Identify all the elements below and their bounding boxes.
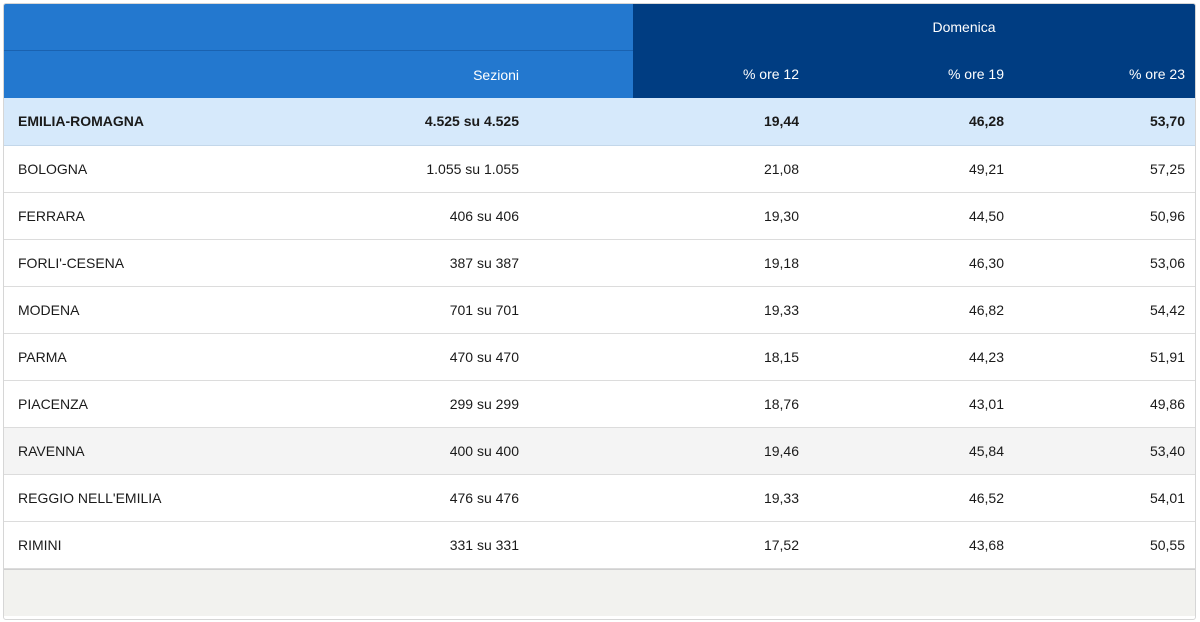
row-ore-23: 50,96 — [1013, 192, 1195, 240]
row-ore-12: 21,08 — [633, 145, 808, 193]
row-ore-19: 44,23 — [808, 333, 1013, 381]
row-name[interactable]: RAVENNA — [4, 427, 247, 475]
row-ore-23: 49,86 — [1013, 380, 1195, 428]
row-ore-12: 19,30 — [633, 192, 808, 240]
row-ore-19: 43,01 — [808, 380, 1013, 428]
column-header-ore-12: % ore 12 — [633, 50, 808, 98]
row-name[interactable]: PARMA — [4, 333, 247, 381]
row-ore-23: 54,42 — [1013, 286, 1195, 334]
column-header-ore-19: % ore 19 — [808, 50, 1013, 98]
column-header-sezioni: Sezioni — [247, 50, 633, 98]
row-sezioni: 1.055 su 1.055 — [247, 145, 633, 193]
row-sezioni: 331 su 331 — [247, 521, 633, 569]
row-ore-19: 43,68 — [808, 521, 1013, 569]
row-name[interactable]: BOLOGNA — [4, 145, 247, 193]
row-name[interactable]: RIMINI — [4, 521, 247, 569]
turnout-table-panel: Domenica Sezioni % ore 12 % ore 19 % ore… — [3, 3, 1196, 620]
row-ore-12: 18,15 — [633, 333, 808, 381]
row-sezioni: 400 su 400 — [247, 427, 633, 475]
column-group-domenica: Domenica — [633, 4, 1195, 51]
row-sezioni: 299 su 299 — [247, 380, 633, 428]
row-ore-19: 46,28 — [808, 98, 1013, 146]
turnout-table: Domenica Sezioni % ore 12 % ore 19 % ore… — [4, 4, 1195, 569]
table-row[interactable]: RIMINI 331 su 331 17,52 43,68 50,55 — [4, 521, 1195, 569]
row-ore-12: 19,46 — [633, 427, 808, 475]
table-row[interactable]: FERRARA 406 su 406 19,30 44,50 50,96 — [4, 192, 1195, 240]
table-row-hovered[interactable]: RAVENNA 400 su 400 19,46 45,84 53,40 — [4, 427, 1195, 475]
row-ore-12: 19,44 — [633, 98, 808, 146]
row-name[interactable]: REGGIO NELL'EMILIA — [4, 474, 247, 522]
header-spacer — [4, 4, 633, 51]
row-ore-12: 19,18 — [633, 239, 808, 287]
table-footer — [4, 568, 1195, 616]
row-sezioni: 4.525 su 4.525 — [247, 98, 633, 146]
header-name-cell — [4, 50, 247, 98]
row-ore-23: 53,06 — [1013, 239, 1195, 287]
row-ore-23: 54,01 — [1013, 474, 1195, 522]
row-name[interactable]: FERRARA — [4, 192, 247, 240]
row-ore-19: 44,50 — [808, 192, 1013, 240]
table-header: Domenica Sezioni % ore 12 % ore 19 % ore… — [4, 4, 1195, 98]
row-name[interactable]: FORLI'-CESENA — [4, 239, 247, 287]
row-ore-19: 46,82 — [808, 286, 1013, 334]
row-ore-23: 51,91 — [1013, 333, 1195, 381]
table-row[interactable]: BOLOGNA 1.055 su 1.055 21,08 49,21 57,25 — [4, 145, 1195, 193]
table-row-region-total[interactable]: EMILIA-ROMAGNA 4.525 su 4.525 19,44 46,2… — [4, 98, 1195, 146]
row-ore-23: 53,40 — [1013, 427, 1195, 475]
row-ore-19: 45,84 — [808, 427, 1013, 475]
table-row[interactable]: PIACENZA 299 su 299 18,76 43,01 49,86 — [4, 380, 1195, 428]
table-row[interactable]: MODENA 701 su 701 19,33 46,82 54,42 — [4, 286, 1195, 334]
row-ore-19: 46,52 — [808, 474, 1013, 522]
row-name[interactable]: MODENA — [4, 286, 247, 334]
row-ore-23: 57,25 — [1013, 145, 1195, 193]
row-sezioni: 476 su 476 — [247, 474, 633, 522]
column-header-ore-23: % ore 23 — [1013, 50, 1195, 98]
row-sezioni: 406 su 406 — [247, 192, 633, 240]
row-ore-19: 46,30 — [808, 239, 1013, 287]
table-row[interactable]: REGGIO NELL'EMILIA 476 su 476 19,33 46,5… — [4, 474, 1195, 522]
row-sezioni: 470 su 470 — [247, 333, 633, 381]
row-ore-12: 18,76 — [633, 380, 808, 428]
table-body: EMILIA-ROMAGNA 4.525 su 4.525 19,44 46,2… — [4, 98, 1195, 569]
row-name[interactable]: EMILIA-ROMAGNA — [4, 98, 247, 146]
row-ore-12: 19,33 — [633, 286, 808, 334]
row-ore-12: 19,33 — [633, 474, 808, 522]
row-sezioni: 387 su 387 — [247, 239, 633, 287]
row-ore-12: 17,52 — [633, 521, 808, 569]
table-row[interactable]: FORLI'-CESENA 387 su 387 19,18 46,30 53,… — [4, 239, 1195, 287]
row-sezioni: 701 su 701 — [247, 286, 633, 334]
row-ore-23: 53,70 — [1013, 98, 1195, 146]
row-ore-19: 49,21 — [808, 145, 1013, 193]
row-ore-23: 50,55 — [1013, 521, 1195, 569]
row-name[interactable]: PIACENZA — [4, 380, 247, 428]
table-row[interactable]: PARMA 470 su 470 18,15 44,23 51,91 — [4, 333, 1195, 381]
